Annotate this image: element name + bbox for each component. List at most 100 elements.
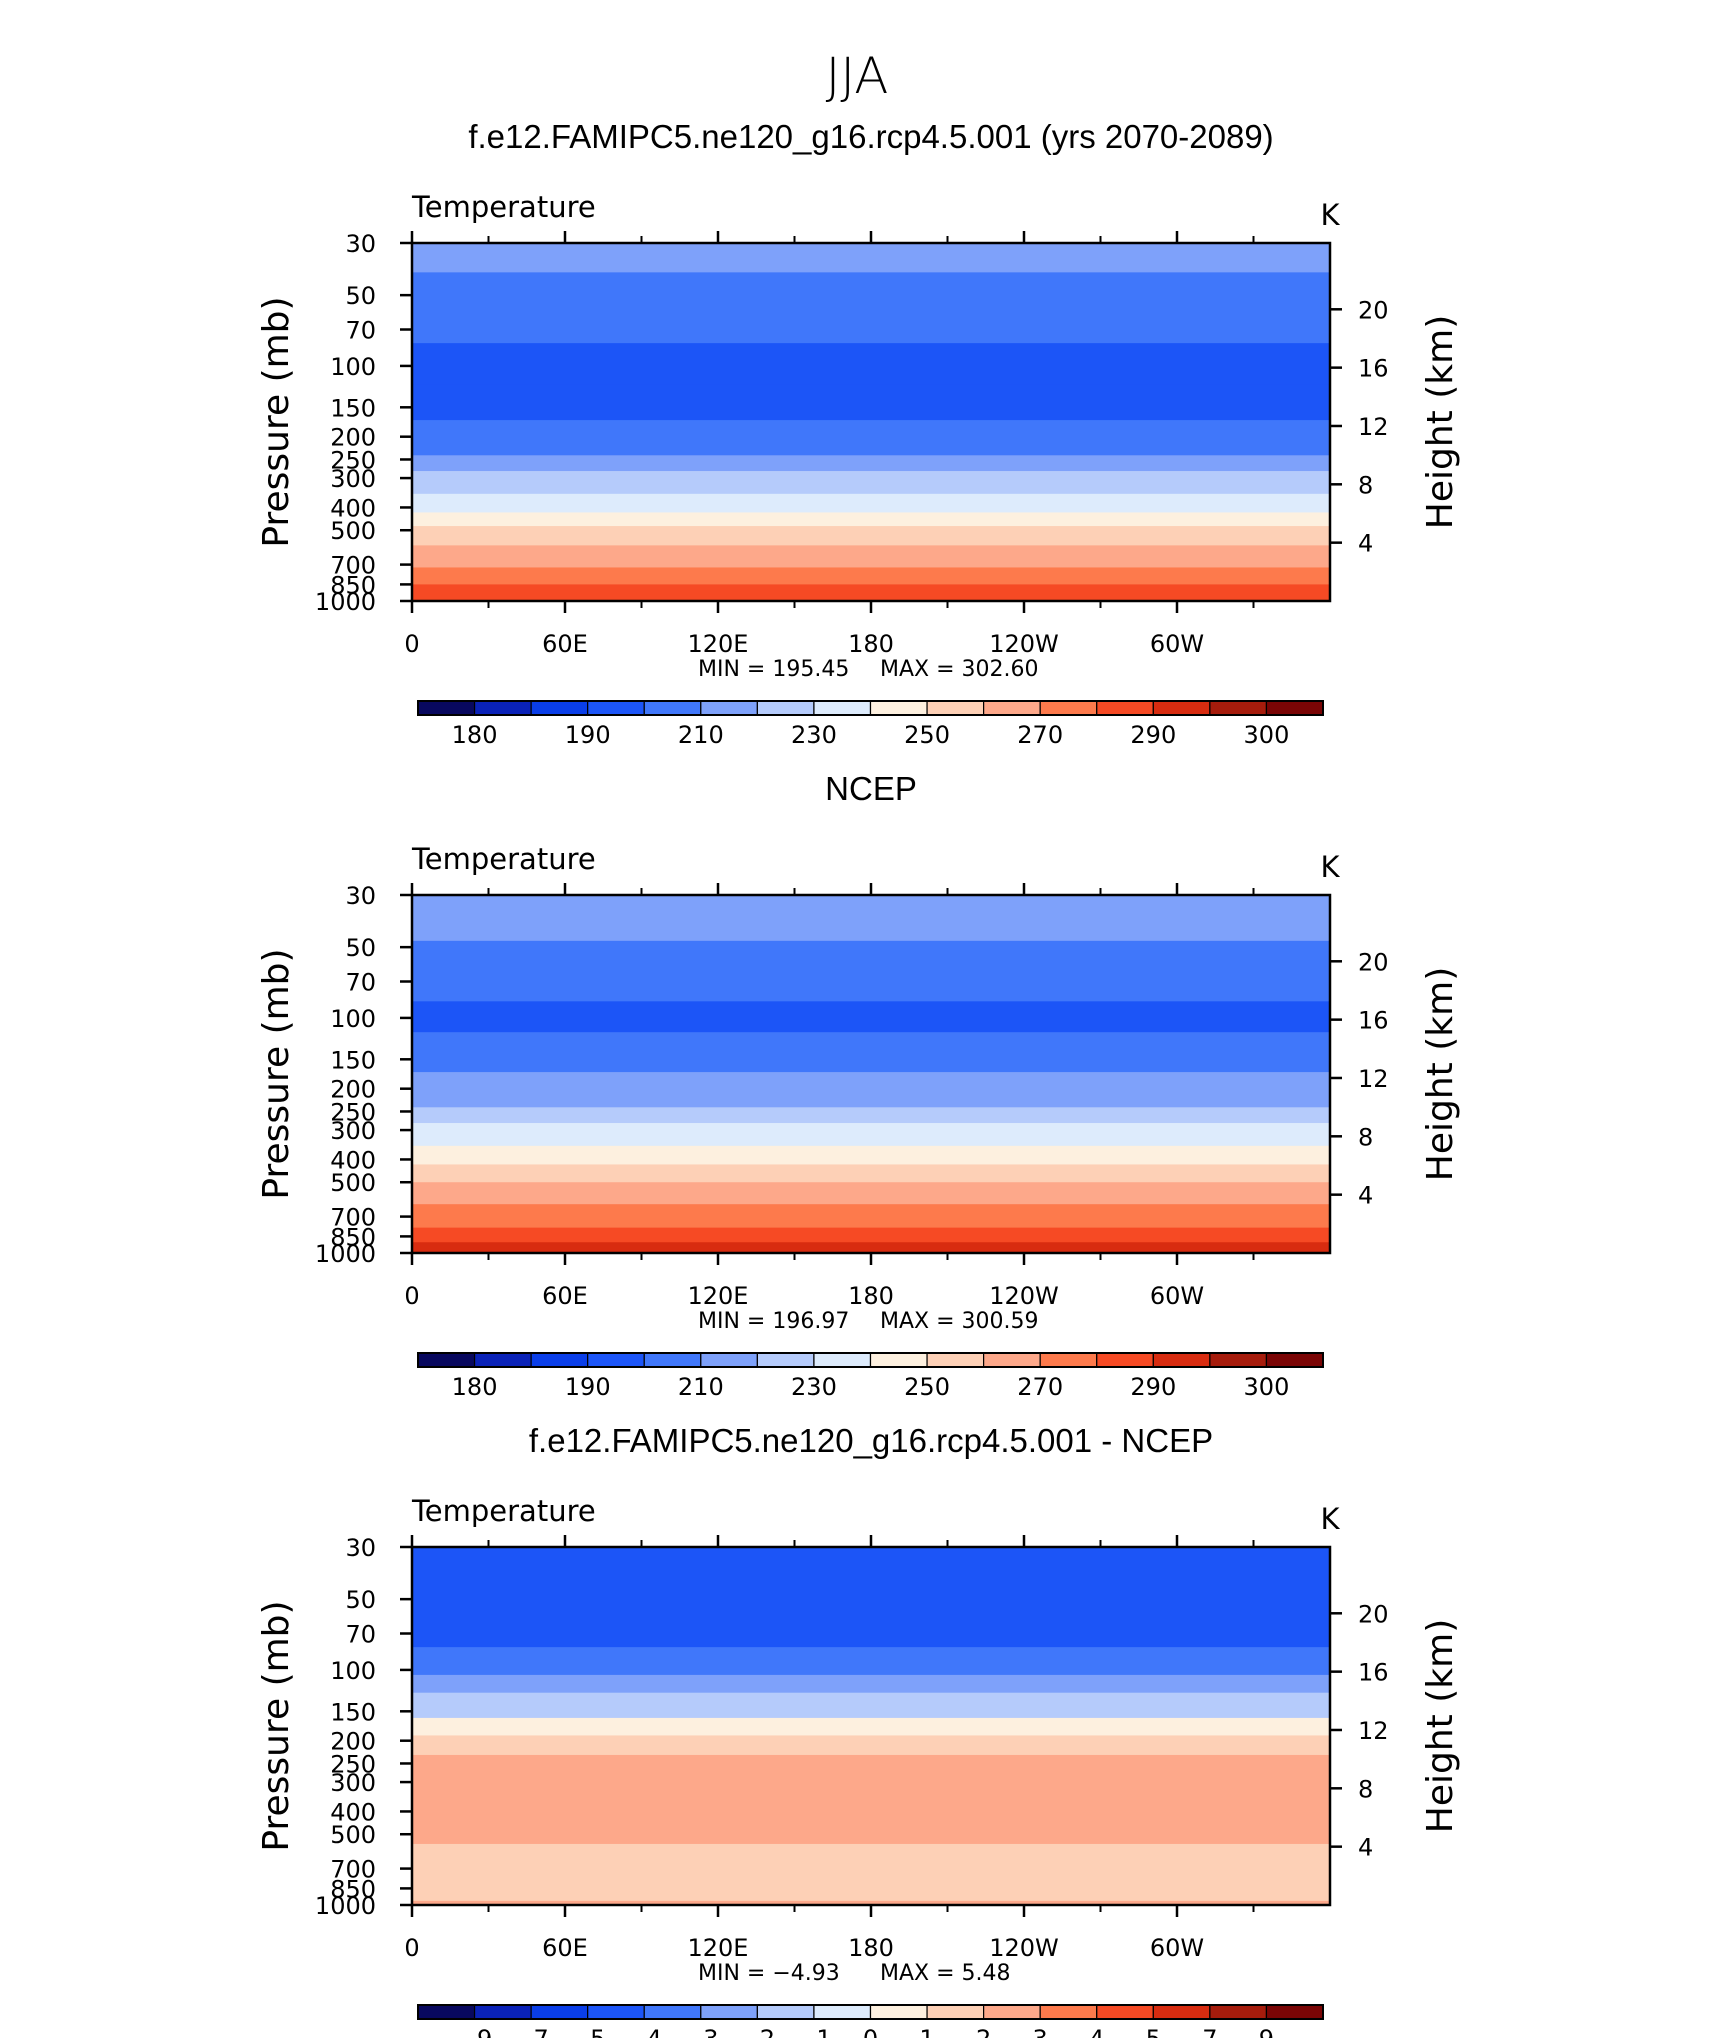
pressure-tick-label: 200	[330, 1076, 376, 1104]
height-tick-label: 16	[1358, 1007, 1389, 1035]
colorbar-swatch	[1265, 1352, 1324, 1368]
colorbar-swatch	[530, 1352, 589, 1368]
pressure-tick-label: 150	[330, 1698, 376, 1726]
pressure-tick-label: 850	[330, 1875, 376, 1903]
variable-label: Temperature	[411, 842, 596, 876]
colorbar-label: 180	[452, 721, 498, 749]
variable-label: Temperature	[411, 190, 596, 224]
height-tick-label: 8	[1358, 1775, 1373, 1803]
contour-fill	[412, 243, 1330, 601]
pressure-tick-label: 500	[330, 517, 376, 545]
height-tick-label: 4	[1358, 1834, 1373, 1862]
min-value: MIN = 195.45	[698, 657, 849, 682]
contour-band	[412, 584, 1330, 601]
pressure-tick-label: 400	[330, 1146, 376, 1174]
height-tick-label: 12	[1358, 413, 1389, 441]
contour-band	[412, 1072, 1330, 1108]
colorbar: 180 190 210 230 250 270 290 300	[417, 700, 1324, 749]
colorbar-label: −5	[570, 2025, 605, 2038]
contour-band	[412, 1242, 1330, 1253]
contour-band	[412, 384, 1330, 421]
pressure-tick-label: 700	[330, 1204, 376, 1232]
colorbar-swatch	[869, 1352, 928, 1368]
colorbar-swatch	[983, 700, 1041, 716]
contour-band	[412, 1843, 1330, 1895]
colorbar-label: 0	[863, 2025, 878, 2038]
pressure-tick-label: 150	[330, 394, 376, 422]
contour-band	[412, 1754, 1330, 1825]
contour-band	[412, 420, 1330, 456]
pressure-tick-label: 50	[345, 1586, 376, 1614]
lon-tick-label: 180	[848, 630, 894, 658]
pressure-tick-label: 70	[345, 969, 376, 997]
contour-band	[412, 940, 1330, 1002]
y2-axis-label: Height (km)	[1420, 1619, 1461, 1833]
units-label: K	[1320, 1502, 1340, 1536]
colorbar-label: 210	[678, 1373, 724, 1401]
contour-fill	[412, 895, 1330, 1253]
units-label: K	[1320, 850, 1340, 884]
pressure-tick-label: 1000	[315, 1240, 376, 1268]
lon-tick-label: 120W	[989, 630, 1059, 658]
colorbar-swatch	[1096, 1352, 1154, 1368]
colorbar-label: 290	[1130, 721, 1176, 749]
contour-band	[412, 1894, 1330, 1902]
lon-tick-label: 120E	[688, 1934, 749, 1962]
height-tick-label: 20	[1358, 296, 1389, 324]
contour-band	[412, 1182, 1330, 1205]
pressure-tick-label: 1000	[315, 1892, 376, 1920]
colorbar: −9 −7 −5 −4 −3 −2 −1 0 1 2 3 4 5 7 9	[417, 2004, 1324, 2038]
contour-band	[412, 493, 1330, 514]
contour-band	[412, 1647, 1330, 1676]
contour-band	[412, 343, 1330, 386]
colorbar-label: −9	[457, 2025, 492, 2038]
colorbar-swatch	[1265, 700, 1324, 716]
pressure-tick-label: 300	[330, 1769, 376, 1797]
colorbar-swatch	[473, 2004, 532, 2020]
colorbar-swatch	[473, 700, 532, 716]
colorbar-swatch	[643, 700, 702, 716]
colorbar-swatch	[700, 2004, 758, 2020]
height-tick-label: 12	[1358, 1717, 1389, 1745]
pressure-tick-label: 850	[330, 571, 376, 599]
colorbar-label: 300	[1244, 721, 1290, 749]
colorbar-swatch	[983, 1352, 1041, 1368]
height-tick-label: 4	[1358, 530, 1373, 558]
pressure-tick-label: 100	[330, 353, 376, 381]
variable-label: Temperature	[411, 1494, 596, 1528]
colorbar-swatch	[869, 700, 928, 716]
colorbar-swatch	[1096, 700, 1154, 716]
chart-panel-1: f.e12.FAMIPC5.ne120_g16.rcp4.5.001 (yrs …	[256, 118, 1461, 749]
contour-band	[412, 272, 1330, 344]
pressure-tick-label: 250	[330, 1750, 376, 1778]
contour-band	[412, 1001, 1330, 1033]
y-axis-label: Pressure (mb)	[256, 948, 297, 1199]
pressure-tick-label: 300	[330, 465, 376, 493]
colorbar-swatch	[1039, 2004, 1098, 2020]
colorbar-swatch	[643, 2004, 702, 2020]
colorbar-swatch	[983, 2004, 1041, 2020]
y2-axis-label: Height (km)	[1420, 315, 1461, 529]
pressure-tick-label: 30	[345, 882, 376, 910]
colorbar-label: 180	[452, 1373, 498, 1401]
colorbar-label: −7	[513, 2025, 548, 2038]
lon-tick-label: 120W	[989, 1282, 1059, 1310]
max-value: MAX = 300.59	[880, 1309, 1039, 1334]
lon-tick-label: 180	[848, 1282, 894, 1310]
lon-tick-label: 60W	[1150, 1282, 1204, 1310]
pressure-tick-label: 300	[330, 1117, 376, 1145]
panel-title: f.e12.FAMIPC5.ne120_g16.rcp4.5.001 - NCE…	[529, 1422, 1213, 1459]
colorbar-swatch	[530, 2004, 589, 2020]
colorbar-swatch	[1152, 1352, 1211, 1368]
colorbar-label: 270	[1017, 721, 1063, 749]
min-value: MIN = 196.97	[698, 1309, 849, 1334]
pressure-tick-label: 400	[330, 494, 376, 522]
contour-band	[412, 567, 1330, 586]
contour-band	[412, 1032, 1330, 1073]
pressure-tick-label: 30	[345, 1534, 376, 1562]
colorbar-label: 230	[791, 721, 837, 749]
colorbar-label: 190	[565, 1373, 611, 1401]
colorbar-swatch	[926, 700, 985, 716]
height-tick-label: 12	[1358, 1065, 1389, 1093]
